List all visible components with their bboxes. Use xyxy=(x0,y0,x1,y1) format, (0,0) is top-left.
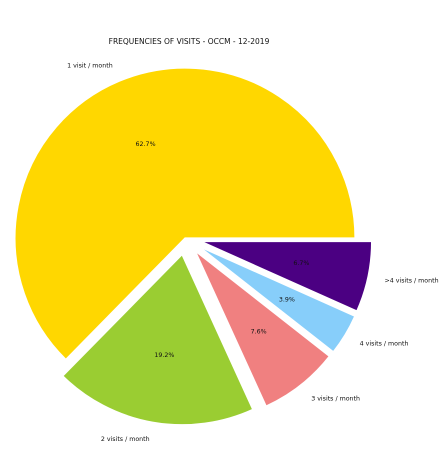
pie-slice xyxy=(201,240,373,312)
pie-slice xyxy=(62,253,254,426)
pie-slice xyxy=(14,67,356,361)
percent-labels: 62.7% 19.2% 7.6% 3.9% 6.7% xyxy=(136,141,310,359)
pie-slices xyxy=(14,67,373,426)
slice-category-label: 4 visits / month xyxy=(360,340,409,347)
slice-category-label: 3 visits / month xyxy=(311,395,360,402)
slice-percent-label: 19.2% xyxy=(154,352,174,359)
slice-labels: 1 visit / month 2 visits / month 3 visits … xyxy=(67,63,438,443)
slice-category-label: 2 visits / month xyxy=(101,436,150,443)
slice-percent-label: 62.7% xyxy=(136,141,156,148)
slice-percent-label: 7.6% xyxy=(251,329,267,336)
pie-slice xyxy=(199,246,356,353)
slice-category-label: >4 visits / month xyxy=(385,278,439,285)
pie-slice xyxy=(194,250,331,407)
chart-title: FREQUENCIES OF VISITS - OCCM - 12-2019 xyxy=(109,37,270,46)
slice-percent-label: 3.9% xyxy=(279,296,295,303)
slice-category-label: 1 visit / month xyxy=(67,63,113,70)
slice-percent-label: 6.7% xyxy=(293,260,309,267)
